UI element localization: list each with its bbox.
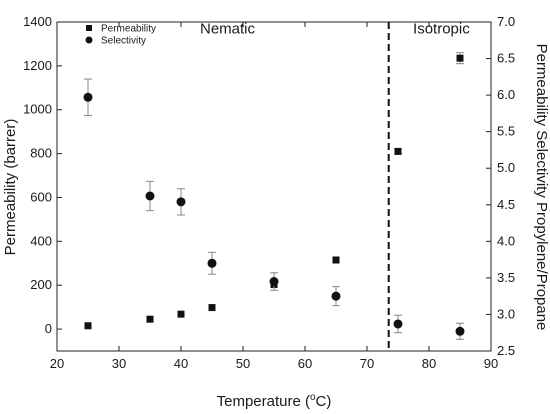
permeability-point-2 bbox=[177, 310, 185, 318]
y-right-tick-label-7: 6.0 bbox=[497, 87, 515, 102]
permeability-point-1 bbox=[146, 315, 154, 323]
legend-label-selectivity: Selectivity bbox=[101, 36, 146, 47]
region-label-isotropic: Isotropic bbox=[413, 21, 470, 38]
y-left-tick-label-3: 600 bbox=[30, 189, 52, 204]
x-tick-label-4: 60 bbox=[298, 356, 312, 371]
y-right-tick-label-1: 3.0 bbox=[497, 306, 515, 321]
y-axis-right-title: Permeability Selectivity Propylene/Propa… bbox=[533, 44, 550, 331]
y-right-tick-label-6: 5.5 bbox=[497, 124, 515, 139]
series-layer bbox=[83, 52, 465, 340]
y-right-tick-label-5: 5.0 bbox=[497, 160, 515, 175]
y-left-tick-label-4: 800 bbox=[30, 146, 52, 161]
x-axis-title: Temperature (oC) bbox=[217, 392, 332, 410]
x-tick-label-6: 80 bbox=[422, 356, 436, 371]
selectivity-point-2 bbox=[176, 197, 186, 207]
legend-label-permeability: Permeability bbox=[101, 24, 156, 35]
x-tick-label-5: 70 bbox=[360, 356, 374, 371]
selectivity-point-7 bbox=[455, 326, 465, 336]
y-left-tick-label-2: 400 bbox=[30, 233, 52, 248]
y-right-tick-label-8: 6.5 bbox=[497, 51, 515, 66]
x-tick-label-1: 30 bbox=[112, 356, 126, 371]
selectivity-point-1 bbox=[145, 191, 155, 201]
y-right-tick-label-4: 4.5 bbox=[497, 197, 515, 212]
selectivity-point-3 bbox=[207, 258, 217, 268]
selectivity-point-5 bbox=[331, 291, 341, 301]
region-label-nematic: Nematic bbox=[200, 21, 256, 38]
x-tick-label-2: 40 bbox=[174, 356, 188, 371]
permeability-point-5 bbox=[332, 256, 340, 264]
x-axis-title-superscript: o bbox=[310, 392, 316, 403]
y-left-tick-label-5: 1000 bbox=[23, 102, 52, 117]
y-left-tick-label-0: 0 bbox=[45, 321, 52, 336]
selectivity-point-4 bbox=[269, 277, 279, 287]
permeability-point-7 bbox=[456, 54, 464, 62]
ticks-layer: 20 30 40 50 60 70 80 90 0 200 400 600 800 1000 1200 140… bbox=[23, 14, 515, 371]
y-left-tick-label-6: 1200 bbox=[23, 58, 52, 73]
y-right-tick-label-0: 2.5 bbox=[497, 343, 515, 358]
permeability-point-0 bbox=[84, 322, 92, 330]
x-axis-title-prefix: Temperature ( bbox=[217, 393, 310, 410]
x-tick-label-3: 50 bbox=[236, 356, 250, 371]
y-axis-left-title: Permeability (barrer) bbox=[2, 119, 19, 256]
plot-frame bbox=[56, 21, 492, 352]
selectivity-point-6 bbox=[393, 319, 403, 329]
legend-marker-selectivity bbox=[85, 36, 93, 44]
legend-marker-permeability bbox=[86, 25, 92, 31]
y-right-tick-label-9: 7.0 bbox=[497, 14, 515, 29]
x-tick-label-7: 90 bbox=[484, 356, 498, 371]
selectivity-point-0 bbox=[83, 92, 93, 102]
y-right-tick-label-2: 3.5 bbox=[497, 270, 515, 285]
x-axis-title-suffix: C) bbox=[316, 393, 332, 410]
x-tick-label-0: 20 bbox=[50, 356, 64, 371]
y-left-tick-label-1: 200 bbox=[30, 277, 52, 292]
permeability-point-3 bbox=[208, 304, 216, 312]
permeability-point-6 bbox=[394, 147, 402, 155]
y-right-tick-label-3: 4.0 bbox=[497, 233, 515, 248]
y-left-tick-label-7: 1400 bbox=[23, 14, 52, 29]
